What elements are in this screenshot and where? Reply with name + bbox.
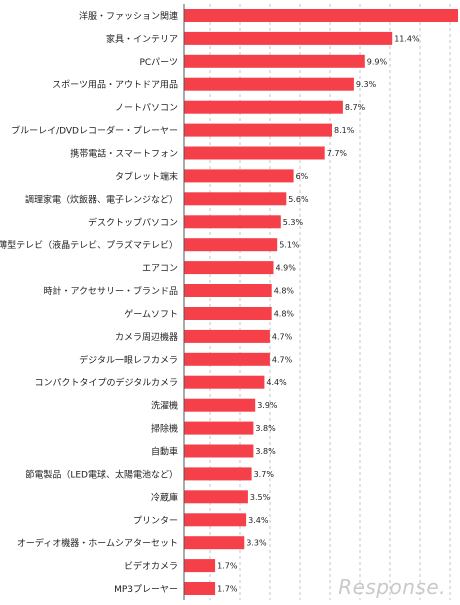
category-label: オーディオ機器・ホームシアターセット <box>17 537 178 549</box>
bar <box>184 375 265 389</box>
value-label: 4.4% <box>266 378 287 387</box>
bar <box>184 582 216 595</box>
category-label: ブルーレイ/DVDレコーダー・プレーヤー <box>11 125 178 137</box>
category-label: 節電製品（LED電球、太陽電池など） <box>25 468 178 480</box>
bar <box>184 490 248 504</box>
bar <box>184 444 254 458</box>
value-label: 4.8% <box>274 310 295 319</box>
category-label: 時計・アクセサリー・ブランド品 <box>43 285 178 297</box>
value-label: 5.1% <box>279 241 300 250</box>
bar <box>184 284 272 297</box>
response-watermark: Response. <box>338 575 446 599</box>
value-label: 4.7% <box>272 332 293 341</box>
value-label: 9.9% <box>367 57 388 66</box>
category-label: コンパクトタイプのデジタルカメラ <box>34 377 178 389</box>
category-label: デジタル一眼レフカメラ <box>79 354 178 366</box>
value-label: 5.3% <box>283 218 304 227</box>
category-label: デスクトップパソコン <box>88 216 178 228</box>
value-label: 7.7% <box>327 149 348 158</box>
value-label: 3.9% <box>257 401 278 410</box>
bar <box>184 31 393 45</box>
category-label: 洗濯機 <box>151 400 178 412</box>
value-label: 3.3% <box>246 539 267 548</box>
bar <box>184 513 247 527</box>
category-label: PCパーツ <box>139 57 178 68</box>
value-label: 3.8% <box>255 424 276 433</box>
bar <box>184 238 278 252</box>
bar <box>184 123 332 137</box>
value-label: 3.7% <box>254 470 275 479</box>
bar <box>184 559 216 573</box>
category-label: 調理家電（炊飯器、電子レンジなど） <box>25 193 178 205</box>
bar <box>184 467 252 481</box>
category-label: ゲームソフト <box>124 308 178 320</box>
value-label: 3.8% <box>255 447 276 456</box>
category-label: 冷蔵庫 <box>151 491 178 503</box>
category-label: タブレット端末 <box>115 170 178 182</box>
bar <box>184 146 325 160</box>
category-label: 薄型テレビ（液晶テレビ、プラズマテレビ） <box>0 239 178 251</box>
value-label: 9.3% <box>356 80 377 89</box>
bar <box>184 100 343 114</box>
bar <box>184 192 287 206</box>
value-label: 5.6% <box>288 195 309 204</box>
bar <box>184 77 354 91</box>
value-label: 11.4% <box>394 34 420 43</box>
category-label: 自動車 <box>151 446 178 458</box>
category-label: スポーツ用品・アウトドア用品 <box>52 80 178 91</box>
value-label: 6% <box>296 172 309 181</box>
category-label: 掃除機 <box>151 423 178 435</box>
category-label: MP3プレーヤー <box>114 584 178 595</box>
value-label: 4.7% <box>272 355 293 364</box>
bar <box>184 307 272 320</box>
bar <box>184 261 274 275</box>
category-label: プリンター <box>133 515 178 526</box>
bar <box>184 352 270 366</box>
value-label: 3.4% <box>248 516 269 525</box>
bar <box>184 169 294 183</box>
category-label: 携帯電話・スマートフォン <box>70 148 178 160</box>
category-label: ビデオカメラ <box>124 560 178 572</box>
value-label: 1.7% <box>217 585 238 594</box>
bar <box>184 536 245 550</box>
bar <box>184 54 365 68</box>
value-label: 8.7% <box>345 103 366 112</box>
bar <box>184 215 281 229</box>
bar <box>184 398 256 412</box>
category-label: カメラ周辺機器 <box>115 331 178 343</box>
value-label: 1.7% <box>217 562 238 571</box>
bar <box>184 329 270 343</box>
value-label: 4.8% <box>274 287 295 296</box>
category-label: ノートパソコン <box>115 103 178 114</box>
category-label: 洋服・ファッション関連 <box>79 10 178 22</box>
bar <box>184 421 254 435</box>
bar <box>184 9 458 22</box>
value-label: 8.1% <box>334 126 355 135</box>
category-label: エアコン <box>142 264 178 274</box>
category-label: 家具・インテリア <box>106 33 178 45</box>
value-label: 3.5% <box>250 493 271 502</box>
value-label: 4.9% <box>276 264 297 273</box>
